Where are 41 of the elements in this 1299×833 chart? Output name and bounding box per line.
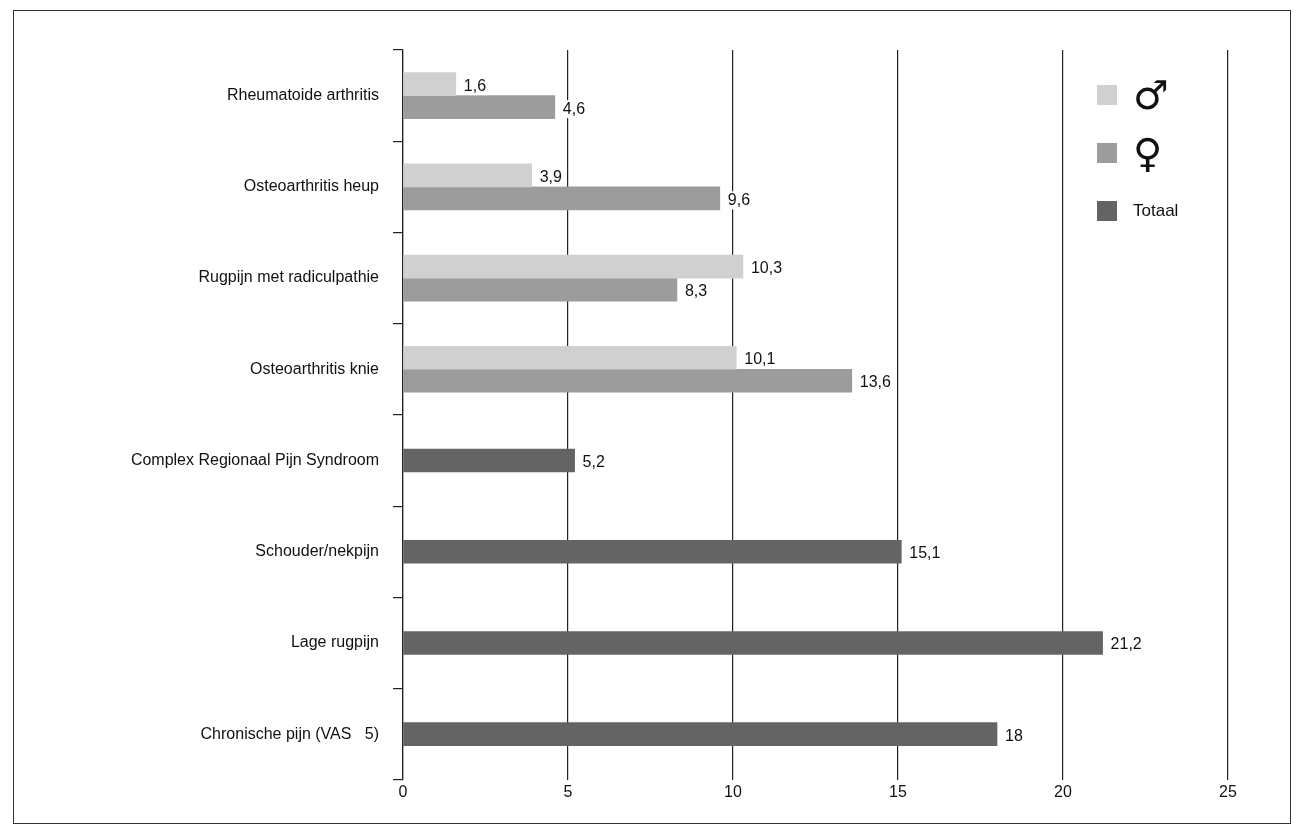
data-label: 1,6 bbox=[463, 76, 487, 94]
y-tick-label: Chronische pijn (VAS 5) bbox=[200, 724, 379, 742]
bar bbox=[403, 186, 721, 211]
y-tick-label: Rugpijn met radiculpathie bbox=[198, 268, 380, 286]
data-label: 10,1 bbox=[744, 350, 776, 368]
data-label: 5,2 bbox=[582, 452, 605, 470]
data-label: 9,6 bbox=[727, 190, 751, 208]
data-label: 3,9 bbox=[539, 167, 563, 185]
bar bbox=[403, 163, 533, 188]
legend-label: Totaal bbox=[1133, 201, 1179, 221]
bar bbox=[403, 72, 457, 96]
x-tick-label: 20 bbox=[1054, 782, 1072, 800]
legend-label: ♂ bbox=[1133, 72, 1169, 118]
bar bbox=[403, 631, 1103, 655]
y-tick-label: Osteoarthritis heup bbox=[243, 177, 380, 195]
data-label: 15,1 bbox=[909, 544, 941, 562]
x-tick-label: 0 bbox=[398, 782, 408, 800]
bar bbox=[403, 722, 998, 747]
bar bbox=[403, 368, 853, 393]
bar bbox=[403, 254, 744, 279]
bar bbox=[403, 345, 737, 370]
data-label: 10,3 bbox=[750, 258, 783, 276]
y-tick-label: Osteoarthritis knie bbox=[250, 359, 380, 377]
y-tick-label: Rheumatoide arthritis bbox=[226, 86, 379, 104]
data-label: 4,6 bbox=[562, 99, 586, 117]
bar bbox=[403, 277, 678, 302]
data-label: 21,2 bbox=[1110, 635, 1142, 653]
data-label: 18 bbox=[1005, 726, 1023, 744]
legend-label: ♀ bbox=[1133, 130, 1163, 176]
data-label: 13,6 bbox=[859, 373, 892, 391]
y-tick-label: Schouder/nekpijn bbox=[255, 542, 379, 560]
x-tick-label: 25 bbox=[1219, 782, 1237, 800]
bar bbox=[403, 95, 556, 119]
data-label: 8,3 bbox=[684, 281, 708, 299]
y-tick-label: Complex Regionaal Pijn Syndroom bbox=[130, 450, 379, 468]
x-tick-label: 15 bbox=[889, 782, 907, 800]
y-tick-label: Lage rugpijn bbox=[290, 633, 379, 651]
x-tick-label: 10 bbox=[724, 782, 742, 800]
bar bbox=[403, 539, 902, 564]
x-tick-label: 5 bbox=[563, 782, 573, 800]
bar bbox=[403, 448, 575, 473]
